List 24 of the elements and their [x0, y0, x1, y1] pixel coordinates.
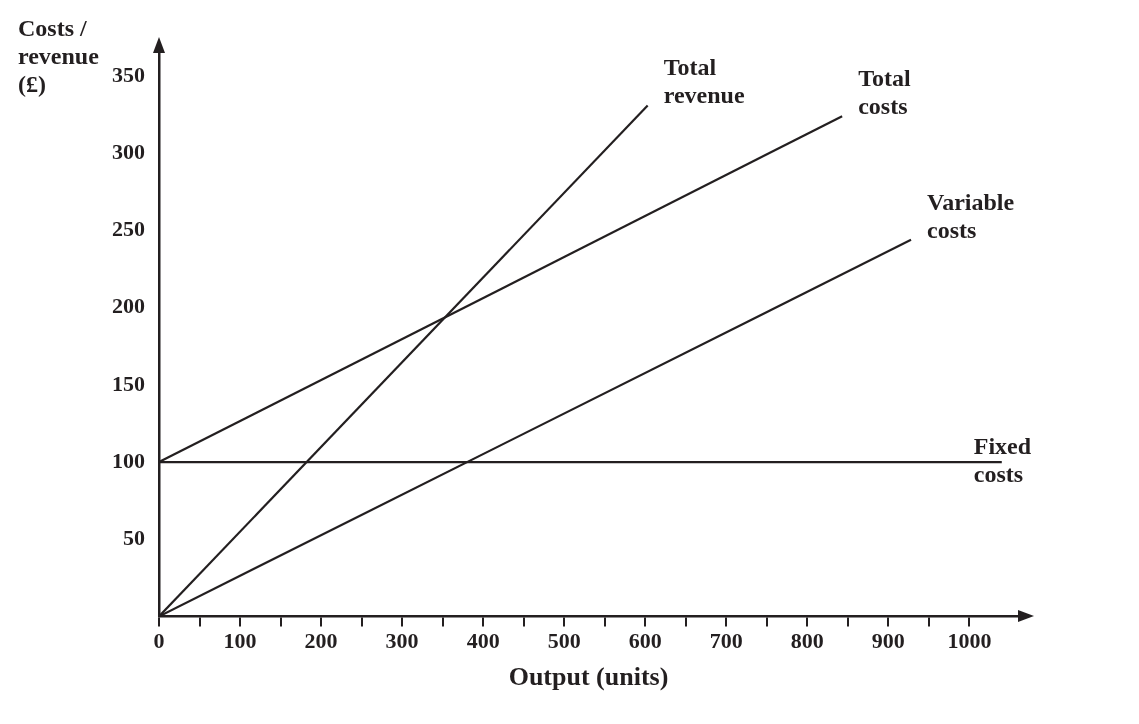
x-axis-title: Output (units)	[508, 662, 669, 692]
x-tick-label: 0	[153, 628, 165, 654]
y-tick-label: 300	[112, 139, 145, 165]
series-label: Total revenue	[663, 54, 745, 109]
x-tick-label: 1000	[947, 628, 992, 654]
x-tick-label: 600	[628, 628, 662, 654]
series-label: Total costs	[858, 65, 911, 120]
x-tick-label: 800	[790, 628, 824, 654]
y-tick-label: 200	[112, 293, 145, 319]
x-tick-label: 500	[547, 628, 581, 654]
x-tick-label: 100	[223, 628, 257, 654]
y-tick-label: 150	[112, 370, 145, 396]
y-axis-title: Costs / revenue (£)	[18, 15, 100, 98]
series-label: Variable costs	[927, 188, 1015, 243]
y-tick-label: 100	[112, 447, 145, 473]
x-tick-label: 300	[385, 628, 419, 654]
y-tick-label: 50	[123, 524, 145, 550]
series-label: Fixed costs	[973, 433, 1032, 488]
x-tick-label: 400	[466, 628, 500, 654]
y-tick-label: 350	[112, 61, 145, 87]
y-tick-label: 250	[112, 216, 145, 242]
x-tick-label: 200	[304, 628, 338, 654]
x-tick-label: 700	[709, 628, 743, 654]
x-tick-label: 900	[871, 628, 905, 654]
